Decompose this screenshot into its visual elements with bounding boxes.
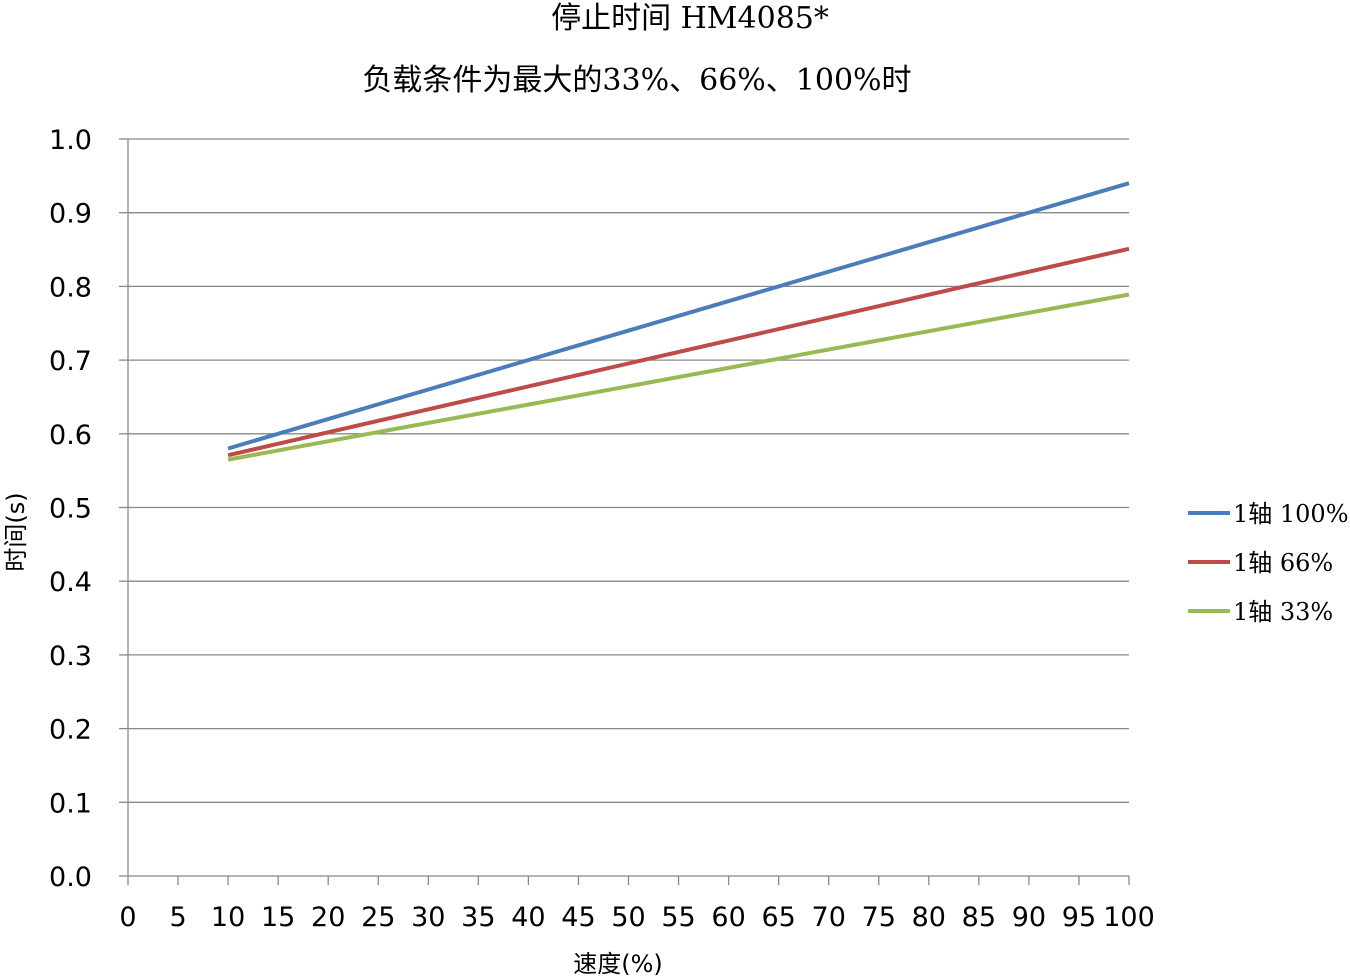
x-tick-label: 75 xyxy=(862,902,896,933)
x-tick-label: 70 xyxy=(812,902,846,933)
x-tick-label: 10 xyxy=(211,902,245,933)
x-tick-label: 60 xyxy=(711,902,745,933)
x-tick-label: 25 xyxy=(361,902,395,933)
y-tick-label: 0.5 xyxy=(49,494,92,525)
x-tick-label: 0 xyxy=(119,902,136,933)
x-tick-label: 15 xyxy=(261,902,295,933)
x-tick-label: 20 xyxy=(311,902,345,933)
x-tick-label: 30 xyxy=(411,902,445,933)
x-tick-label: 40 xyxy=(511,902,545,933)
y-tick-labels: 0.0 0.1 0.2 0.3 0.4 0.5 0.6 0.7 0.8 0.9 1.0 xyxy=(49,125,92,893)
x-tick-label: 90 xyxy=(1012,902,1046,933)
y-tick-label: 0.8 xyxy=(49,272,92,303)
x-tick-label: 85 xyxy=(962,902,996,933)
x-tick-label: 50 xyxy=(611,902,645,933)
y-tick-label: 0.4 xyxy=(49,567,92,598)
x-tick-label: 5 xyxy=(169,902,186,933)
x-tick-label: 95 xyxy=(1062,902,1096,933)
x-tick-label: 45 xyxy=(561,902,595,933)
axes xyxy=(119,138,1130,885)
x-tick-label: 80 xyxy=(912,902,946,933)
series-line-1 xyxy=(227,181,1130,451)
series-line-3 xyxy=(227,292,1130,462)
x-tick-label: 35 xyxy=(461,902,495,933)
legend-label: 1轴 100% xyxy=(1233,500,1349,528)
chart-title: 停止时间 HM4085* xyxy=(551,1,829,36)
gridlines xyxy=(128,138,1129,803)
y-tick-label: 0.6 xyxy=(49,420,92,451)
y-tick-label: 1.0 xyxy=(49,125,92,156)
y-tick-label: 0.7 xyxy=(49,346,92,377)
legend-label: 1轴 66% xyxy=(1233,549,1333,577)
series-line-2 xyxy=(227,246,1130,458)
x-tick-labels: 0 5 10 15 20 25 30 35 40 45 50 55 60 65 70 75 80 85 90 95 10… xyxy=(119,902,1154,933)
y-tick-label: 0.2 xyxy=(49,715,92,746)
x-tick-label: 65 xyxy=(761,902,795,933)
chart-subtitle: 负载条件为最大的33%、66%、100%时 xyxy=(362,63,911,98)
legend-label: 1轴 33% xyxy=(1233,598,1333,626)
x-tick-label: 100 xyxy=(1103,902,1155,933)
y-axis-title: 时间(s) xyxy=(2,492,30,571)
y-tick-label: 0.0 xyxy=(49,862,92,893)
legend: 1轴 100% 1轴 66% 1轴 33% xyxy=(1188,500,1349,626)
y-tick-label: 0.1 xyxy=(49,788,92,819)
y-tick-label: 0.9 xyxy=(49,199,92,230)
x-tick-label: 55 xyxy=(661,902,695,933)
x-axis-title: 速度(%) xyxy=(573,950,663,978)
series-lines xyxy=(227,181,1130,462)
y-tick-label: 0.3 xyxy=(49,641,92,672)
